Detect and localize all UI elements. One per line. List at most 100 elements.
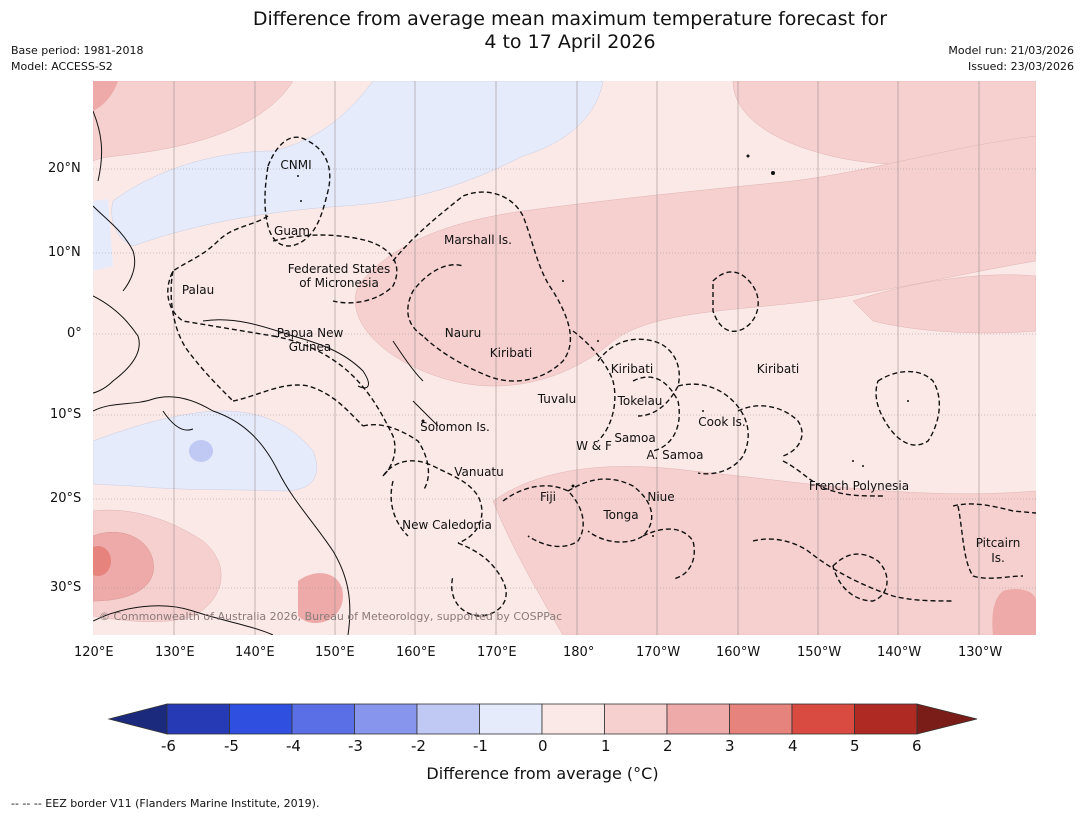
colorbar-cell (166, 703, 230, 735)
map-credit: © Commonwealth of Australia 2026, Bureau… (99, 610, 563, 623)
label-kiribati-west: Kiribati (490, 346, 532, 360)
issued-date: Issued: 23/03/2026 (967, 60, 1074, 73)
lat-tick-10n: 10°N (48, 245, 81, 260)
chart-title-line1: Difference from average mean maximum tem… (252, 8, 888, 30)
cb-tick-4: 4 (788, 737, 798, 755)
label-kiribati-central: Kiribati (611, 362, 653, 376)
colorbar-cell (416, 703, 480, 735)
anomaly-hot-northwest (93, 81, 118, 111)
label-kiribati-east: Kiribati (757, 362, 799, 376)
label-solomon: Solomon Is. (420, 420, 490, 434)
chart-title-line2: 4 to 17 April 2026 (484, 31, 656, 53)
label-pitcairn-1: Pitcairn (976, 536, 1021, 550)
colorbar-cell (791, 703, 855, 735)
colorbar-cell (854, 703, 918, 735)
latitude-lines (93, 168, 1036, 589)
lon-tick-150e: 150°E (315, 645, 355, 660)
anomaly-warm-central (355, 135, 1036, 387)
label-pitcairn-2: Is. (991, 551, 1005, 565)
label-tonga: Tonga (602, 508, 638, 522)
label-tuvalu: Tuvalu (537, 392, 577, 406)
lon-tick-180: 180° (563, 645, 595, 660)
cb-tick-5: 5 (850, 737, 860, 755)
anomaly-warm-northwest (93, 81, 294, 162)
label-cook: Cook Is. (698, 415, 745, 429)
colorbar-cell (229, 703, 293, 735)
anomaly-warm-south (492, 466, 1036, 635)
lon-tick-130w: 130°W (958, 645, 1003, 660)
cb-tick--6: -6 (161, 737, 176, 755)
label-fsm-1: Federated States (288, 262, 390, 276)
cb-tick--4: -4 (286, 737, 301, 755)
lon-tick-140w: 140°W (877, 645, 922, 660)
label-png-1: Papua New (277, 326, 344, 340)
cb-tick-6: 6 (912, 737, 922, 755)
islands (297, 154, 909, 537)
label-french-polynesia: French Polynesia (809, 479, 909, 493)
lon-tick-150w: 150°W (797, 645, 842, 660)
graticule (173, 81, 980, 635)
model-run: Model run: 21/03/2026 (948, 44, 1074, 57)
colorbar-label: Difference from average (°C) (426, 764, 659, 783)
colorbar (107, 703, 978, 735)
lon-tick-160w: 160°W (716, 645, 761, 660)
lon-tick-140e: 140°E (235, 645, 275, 660)
cb-tick-0: 0 (538, 737, 548, 755)
anomaly-hot-south (298, 573, 343, 624)
colorbar-cell (479, 703, 543, 735)
footnote-eez: -- -- -- EEZ border V11 (Flanders Marine… (11, 797, 320, 810)
colorbar-cell (354, 703, 418, 735)
lon-tick-120e: 120°E (74, 645, 114, 660)
cb-tick-3: 3 (725, 737, 735, 755)
label-wf: W & F (576, 439, 612, 453)
label-fsm-2: of Micronesia (299, 276, 379, 290)
label-tokelau: Tokelau (617, 394, 663, 408)
anomaly-hotter-spot (93, 546, 111, 576)
coastlines (93, 110, 439, 635)
cb-tick-2: 2 (663, 737, 673, 755)
cb-tick--1: -1 (473, 737, 488, 755)
map-panel: CNMI Guam Marshall Is. Federated States … (93, 81, 1036, 635)
lon-tick-160e: 160°E (396, 645, 436, 660)
eez-borders (167, 136, 1036, 617)
colorbar-cell (291, 703, 355, 735)
lat-tick-0: 0° (67, 326, 82, 341)
lat-tick-20n: 20°N (48, 161, 81, 176)
place-labels: CNMI Guam Marshall Is. Federated States … (182, 158, 1020, 565)
lat-tick-20s: 20°S (50, 491, 82, 506)
anomaly-map: CNMI Guam Marshall Is. Federated States … (93, 81, 1036, 635)
colorbar-over-triangle (916, 703, 978, 735)
cb-tick--2: -2 (411, 737, 426, 755)
label-png-2: Guinea (289, 340, 332, 354)
label-palau: Palau (182, 283, 214, 297)
model-name: Model: ACCESS-S2 (11, 60, 113, 73)
lat-tick-30s: 30°S (50, 580, 82, 595)
label-asamoa: A. Samoa (647, 448, 704, 462)
colorbar-cells (166, 703, 918, 735)
label-nauru: Nauru (445, 326, 481, 340)
label-new-caledonia: New Caledonia (402, 518, 492, 532)
base-period: Base period: 1981-2018 (11, 44, 144, 57)
colorbar-cell (604, 703, 668, 735)
colorbar-cell (729, 703, 793, 735)
label-vanuatu: Vanuatu (454, 465, 504, 479)
anomaly-warm-mid-east (852, 274, 1036, 334)
colorbar-cell (666, 703, 730, 735)
cb-tick--3: -3 (348, 737, 363, 755)
anomaly-hot-southwest (93, 532, 154, 602)
lon-tick-170e: 170°E (477, 645, 517, 660)
anomaly-hot-southeast (992, 589, 1036, 635)
label-guam: Guam (274, 224, 310, 238)
lat-tick-10s: 10°S (50, 407, 82, 422)
cb-tick-1: 1 (601, 737, 611, 755)
anomaly-cool-north (111, 81, 604, 247)
label-niue: Niue (647, 490, 674, 504)
anomaly-cool-spot (189, 440, 213, 462)
cb-tick--5: -5 (224, 737, 239, 755)
label-samoa: Samoa (614, 431, 655, 445)
colorbar-under-triangle (107, 703, 168, 735)
label-marshall: Marshall Is. (444, 233, 512, 247)
lon-tick-170w: 170°W (636, 645, 681, 660)
lon-tick-130e: 130°E (155, 645, 195, 660)
label-cnmi: CNMI (280, 158, 311, 172)
